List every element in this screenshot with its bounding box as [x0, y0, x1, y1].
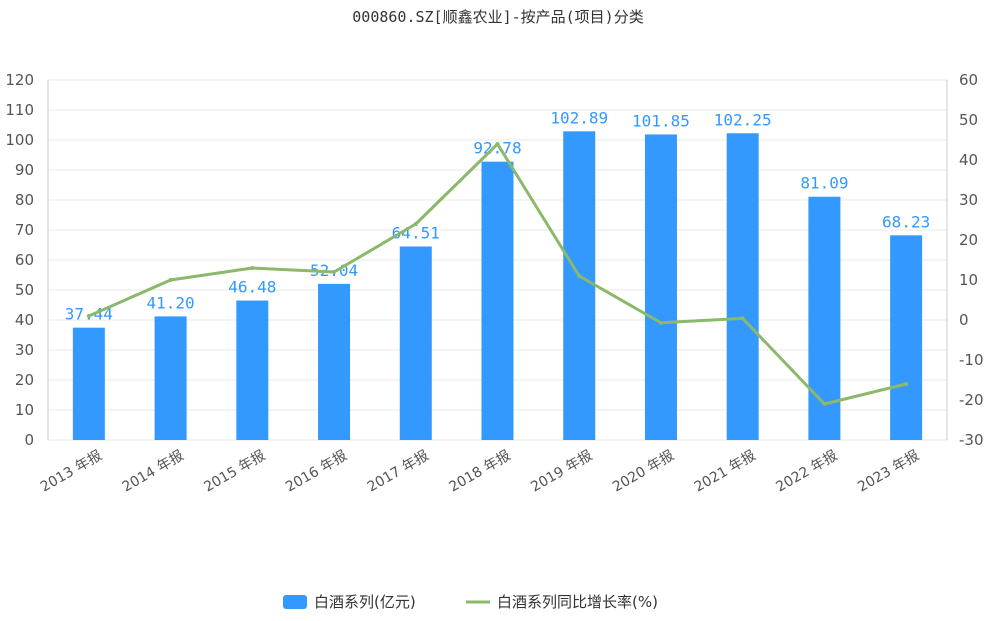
bar-data-label: 81.09	[800, 174, 848, 193]
legend-bar-swatch[interactable]	[283, 595, 307, 609]
left-tick-label: 30	[15, 341, 34, 359]
bar[interactable]	[481, 161, 514, 440]
line-point[interactable]	[332, 270, 337, 274]
bar-data-label: 41.20	[147, 293, 195, 312]
left-axis-ticks: 0 10 20 30 40 50 60 70 80 90 100 110 120	[5, 71, 34, 449]
left-tick-label: 90	[15, 161, 34, 179]
bar-data-label: 68.23	[882, 212, 930, 231]
bar[interactable]	[890, 235, 923, 440]
line-series	[86, 142, 909, 406]
x-tick-label: 2023 年报	[855, 448, 922, 496]
legend-line-label[interactable]: 白酒系列同比增长率(%)	[497, 593, 658, 611]
left-tick-label: 60	[15, 251, 34, 269]
bar-data-label: 102.25	[714, 110, 772, 129]
line-point[interactable]	[495, 142, 500, 146]
right-tick-label: -10	[959, 351, 984, 369]
left-tick-label: 100	[5, 131, 34, 149]
left-tick-label: 80	[15, 191, 34, 209]
right-tick-label: 50	[959, 111, 978, 129]
x-tick-label: 2015 年报	[201, 448, 268, 496]
bar[interactable]	[154, 316, 187, 440]
right-tick-label: -30	[959, 431, 984, 449]
right-axis-ticks: -30 -20 -10 0 10 20 30 40 50 60	[959, 71, 984, 449]
bar-data-label: 101.85	[632, 111, 690, 130]
left-tick-label: 10	[15, 401, 34, 419]
left-tick-label: 50	[15, 281, 34, 299]
bar[interactable]	[236, 300, 269, 440]
line-point[interactable]	[904, 382, 909, 386]
bar-data-label: 102.89	[550, 108, 608, 127]
left-tick-label: 20	[15, 371, 34, 389]
right-tick-label: 20	[959, 231, 978, 249]
right-tick-label: 10	[959, 271, 978, 289]
bar[interactable]	[318, 283, 351, 440]
line-point[interactable]	[658, 320, 663, 325]
x-tick-label: 2019 年报	[528, 448, 595, 496]
right-tick-label: 30	[959, 191, 978, 209]
left-tick-label: 40	[15, 311, 34, 329]
bar[interactable]	[399, 246, 432, 440]
bar[interactable]	[726, 133, 759, 440]
x-tick-label: 2022 年报	[773, 448, 840, 496]
line-point[interactable]	[577, 274, 582, 278]
bar-data-label: 92.78	[473, 139, 521, 158]
right-tick-label: 40	[959, 151, 978, 169]
line-point[interactable]	[413, 222, 418, 226]
right-tick-label: 60	[959, 71, 978, 89]
line-point[interactable]	[86, 314, 91, 318]
line-point[interactable]	[822, 402, 827, 406]
bar[interactable]	[644, 134, 677, 440]
x-tick-label: 2016 年报	[283, 448, 350, 496]
left-tick-label: 70	[15, 221, 34, 239]
legend-bar-label[interactable]: 白酒系列(亿元)	[314, 593, 416, 611]
line-point[interactable]	[168, 278, 173, 282]
x-axis: 2013 年报 2014 年报 2015 年报 2016 年报 2017 年报 2018 …	[38, 448, 922, 496]
left-tick-label: 110	[5, 101, 34, 119]
bar[interactable]	[72, 327, 105, 440]
left-tick-label: 0	[24, 431, 34, 449]
x-tick-label: 2013 年报	[38, 448, 105, 496]
bar[interactable]	[563, 131, 596, 440]
x-tick-label: 2017 年报	[365, 448, 432, 496]
right-tick-label: -20	[959, 391, 984, 409]
chart-title: 000860.SZ[顺鑫农业]-按产品(项目)分类	[352, 8, 643, 26]
bar-data-label: 46.48	[228, 278, 276, 297]
line-point[interactable]	[250, 266, 255, 270]
x-tick-label: 2020 年报	[610, 448, 677, 496]
x-tick-label: 2021 年报	[692, 448, 759, 496]
line-point[interactable]	[740, 316, 745, 321]
bar[interactable]	[808, 196, 841, 440]
bar-series	[72, 131, 923, 440]
x-tick-label: 2014 年报	[120, 448, 187, 496]
right-tick-label: 0	[959, 311, 969, 329]
left-tick-label: 120	[5, 71, 34, 89]
x-tick-label: 2018 年报	[447, 448, 514, 496]
bar-data-label: 64.51	[392, 223, 440, 242]
legend[interactable]: 白酒系列(亿元) 白酒系列同比增长率(%)	[283, 593, 658, 611]
